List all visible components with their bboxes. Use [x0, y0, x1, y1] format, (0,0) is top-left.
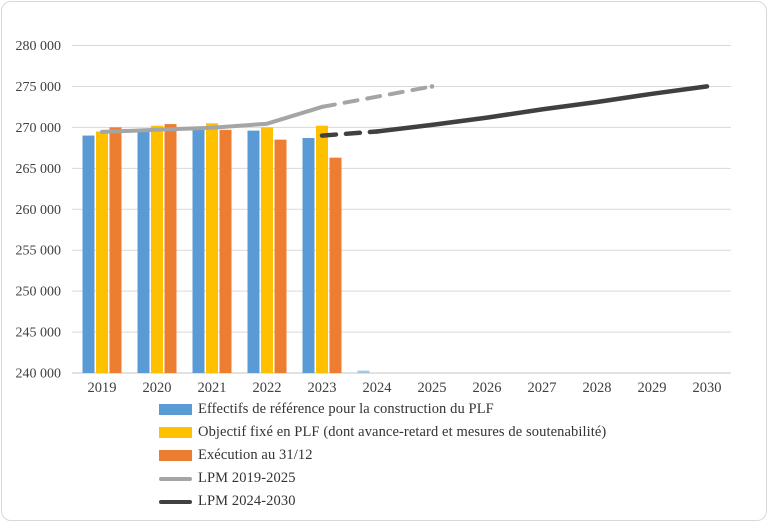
bar-2020-series-0	[137, 131, 150, 373]
legend-swatch-orange-bar	[159, 450, 192, 461]
bar-2021-series-2	[219, 129, 232, 373]
x-axis-tick-label: 2024	[363, 380, 393, 396]
lpm-2019-2025-end-dot	[429, 84, 435, 89]
lpm-2024-2030-line-solid	[374, 84, 710, 134]
y-axis-tick-label: 280 000	[16, 39, 62, 54]
y-axis-tick-label: 250 000	[16, 285, 62, 300]
x-axis-tick-label: 2022	[253, 380, 282, 396]
legend-label: Effectifs de référence pour la construct…	[198, 401, 494, 417]
bar-2023-series-1	[316, 125, 328, 373]
bar-2019-series-1	[96, 131, 108, 373]
y-axis-tick-label: 260 000	[16, 203, 62, 218]
chart-legend: Effectifs de référence pour la construct…	[159, 398, 606, 513]
legend-label: Exécution au 31/12	[198, 447, 313, 463]
y-axis-tick-label: 240 000	[16, 367, 62, 382]
x-axis-tick-label: 2023	[308, 380, 337, 396]
y-axis-tick-label: 245 000	[16, 326, 62, 341]
bar-2022-series-1	[261, 127, 273, 373]
x-axis-tick-label: 2025	[418, 380, 447, 396]
legend-swatch-gray-line	[159, 476, 192, 481]
x-axis-tick-label: 2030	[693, 380, 722, 396]
legend-label: Objectif fixé en PLF (dont avance-retard…	[198, 424, 607, 440]
bar-2021-series-0	[192, 129, 205, 373]
y-axis-tick-label: 275 000	[16, 80, 62, 95]
x-axis-tick-label: 2021	[198, 380, 227, 396]
bar-2023-series-2	[329, 157, 342, 373]
legend-item-objectif-plf: Objectif fixé en PLF (dont avance-retard…	[159, 421, 606, 444]
legend-swatch-yellow-bar	[159, 427, 192, 438]
bar-2020-series-1	[151, 125, 163, 373]
bar-2023-series-0	[302, 138, 315, 373]
legend-item-lpm-2024-2030: LPM 2024-2030	[159, 490, 606, 513]
x-axis-tick-label: 2020	[143, 380, 172, 396]
bar-2024-series-0	[357, 370, 370, 373]
bar-2019-series-0	[82, 135, 95, 373]
bar-2020-series-2	[164, 124, 177, 373]
legend-item-effectifs-reference: Effectifs de référence pour la construct…	[159, 398, 606, 421]
y-axis-tick-label: 270 000	[16, 121, 62, 136]
x-axis-tick-label: 2028	[583, 380, 612, 396]
bar-2022-series-0	[247, 130, 260, 373]
legend-item-lpm-2019-2025: LPM 2019-2025	[159, 467, 606, 490]
x-axis-tick-label: 2027	[528, 380, 557, 396]
x-axis-tick-label: 2026	[473, 380, 502, 396]
bar-2019-series-2	[109, 127, 122, 373]
lpm-2019-2025-line-dash	[320, 84, 434, 109]
bar-2022-series-2	[274, 139, 287, 373]
lpm-2019-2025-line-solid	[100, 104, 324, 134]
y-axis-tick-label: 255 000	[16, 244, 62, 259]
x-axis-tick-label: 2029	[638, 380, 667, 396]
legend-item-execution: Exécution au 31/12	[159, 444, 606, 467]
legend-label: LPM 2019-2025	[198, 470, 296, 486]
bar-2021-series-1	[206, 123, 218, 373]
lpm-2024-2030-line-dash	[319, 129, 380, 138]
legend-swatch-dark-line	[159, 499, 192, 504]
x-axis-tick-label: 2019	[88, 380, 117, 396]
legend-swatch-blue-bar	[159, 404, 192, 415]
legend-label: LPM 2024-2030	[198, 493, 296, 509]
y-axis-tick-label: 265 000	[16, 162, 62, 177]
